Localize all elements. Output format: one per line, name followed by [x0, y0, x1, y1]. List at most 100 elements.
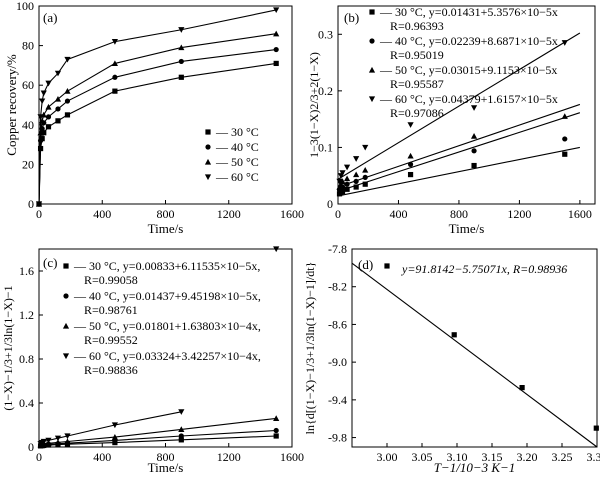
panel-c-point [64, 438, 71, 445]
panel-b-point [471, 162, 477, 169]
panel-b-legend-marker [369, 9, 375, 15]
panel-c-legend-label: — 60 °C, y=0.03324+3.42257×10−4x, [73, 349, 261, 363]
panel-a-point [64, 88, 71, 94]
panel-a-point [64, 56, 71, 63]
panel-d-xtick-label: 3.15 [482, 450, 503, 464]
panel-c-legend-label: R=0.99552 [84, 333, 138, 347]
panel-a-point [45, 103, 52, 110]
panel-d-ytick-label: -8.6 [328, 317, 347, 331]
panel-a-point [178, 74, 184, 80]
panel-c-point [273, 415, 280, 421]
panel-a-series-line [38, 33, 277, 205]
panel-a-legend-label: — 30 °C [215, 125, 259, 139]
panel-a-xtick-label: 1200 [217, 207, 241, 221]
panel-c-legend-label: — 30 °C, y=0.00833+6.11535×10−5x, [73, 259, 260, 273]
panel-b-fit-line [337, 146, 580, 197]
panel-a-legend-label: — 50 °C [215, 155, 259, 169]
panel-a-point [178, 44, 185, 51]
panel-c-point [178, 409, 185, 415]
panel-d-xtick-label: 3.05 [412, 450, 433, 464]
panel-b-point [336, 178, 343, 185]
panel-d: 3.00 3.05 3.10 3.15 3.20 3.25 3.30 -7.8 -8.2 -8.6… [303, 242, 600, 475]
panel-c-ytick-label: 0 [28, 440, 34, 454]
panel-c-legend-marker [62, 322, 70, 329]
panel-c-point [111, 422, 118, 429]
panel-d-fit-line [351, 262, 598, 448]
panel-d-xtick-label: 3.25 [552, 450, 573, 464]
panel-b-label: (b) [344, 10, 359, 25]
panel-b-point [353, 156, 360, 162]
panel-b-legend-label: — 30 °C, y=0.01431+5.3576×10−5x [379, 5, 558, 19]
panel-d-xtick-label: 3.10 [447, 450, 468, 464]
panel-a-ytick-label: 20 [22, 157, 34, 171]
panel-d-label: (d) [358, 257, 373, 272]
panel-b-point [562, 151, 568, 157]
panel-c-frame [38, 248, 293, 448]
panel-c-ytick-label: 1.6 [19, 264, 34, 278]
panel-a-point [55, 106, 61, 112]
panel-a: 0 400 800 1200 1600 0 20 40 60 80 100 (a) Time/s Copp… [4, 0, 304, 236]
panel-d-ylabel: ln{d[(1−X)−1/3+1/3ln(1−X)−1]/dt} [303, 262, 317, 435]
panel-c-point [64, 433, 71, 440]
panel-d-annotation: y=91.8142−5.75071x, R=0.98936 [401, 262, 567, 276]
panel-a-legend-label: — 60 °C [215, 170, 259, 184]
panel-c-point [54, 439, 62, 445]
panel-b-frame [337, 5, 596, 205]
panel-a-ytick-label: 100 [16, 0, 34, 13]
panel-c-xtick-label: 400 [93, 450, 111, 464]
panel-b-legend-label: — 60 °C, y=0.04379+1.6157×10−5x [379, 92, 558, 106]
panel-d-ytick-label: -8.2 [328, 280, 347, 294]
panel-b-fit-line [337, 32, 581, 180]
panel-a-point [40, 90, 47, 97]
panel-a-xtick-label: 800 [157, 207, 175, 221]
panel-b-xtick-label: 400 [389, 207, 407, 221]
panel-b-point [407, 171, 414, 178]
panel-a-point [178, 27, 185, 33]
panel-c-legend-label: — 50 °C, y=0.01801+1.63803×10−4x, [73, 319, 261, 333]
panel-d-xtick-label: 3.20 [517, 450, 538, 464]
panel-a-point [273, 60, 279, 67]
panel-b-xtick-label: 1200 [507, 207, 531, 221]
panel-b-point [339, 170, 346, 176]
panel-a-point [64, 112, 71, 118]
panel-a-label: (a) [43, 10, 57, 25]
panel-c-ytick-label: 0.8 [19, 352, 34, 366]
panel-a-xtick-label: 0 [36, 207, 42, 221]
panel-a-point [37, 114, 44, 120]
panel-b-fit-line [337, 103, 581, 188]
panel-b-point [344, 186, 350, 192]
panel-c-point [178, 433, 184, 439]
panel-c-legend-label: R=0.99058 [84, 273, 138, 287]
panel-b-legend-label: R=0.95587 [390, 77, 444, 91]
panel-a-point [273, 30, 280, 37]
panel-c-legend-label: R=0.98836 [84, 363, 138, 377]
panel-c-ytick-label: 0.4 [19, 396, 34, 410]
panel-b-legend-label: — 50 °C, y=0.03015+9.1153×10−5x [379, 63, 557, 77]
panel-b-point [471, 148, 477, 154]
panel-a-point [41, 130, 47, 136]
panel-a-ytick-label: 40 [22, 118, 34, 132]
panel-b-legend-marker [368, 66, 376, 73]
panel-c-legend-marker [62, 353, 70, 360]
panel-a-point [111, 39, 118, 45]
panel-c-xtick-label: 0 [36, 450, 42, 464]
panel-d-ytick-label: -9.4 [328, 393, 347, 407]
panel-b-ylabel: 1−3(1−X)2/3+2(1−X) [307, 52, 321, 158]
panel-b-point [353, 171, 360, 178]
panel-c-point [40, 438, 47, 445]
panel-a-legend-marker [205, 129, 211, 135]
panel-b-ytick-label: 0 [327, 197, 333, 211]
panel-b-xlabel: Time/s [449, 221, 485, 236]
panel-c-xtick-label: 1200 [217, 450, 241, 464]
panel-a-point [45, 124, 52, 130]
panel-c-legend-label: R=0.98761 [84, 303, 138, 317]
panel-b-point [407, 152, 414, 159]
panel-a-point [45, 114, 52, 120]
panel-a-point [111, 60, 118, 67]
panel-c-point [111, 434, 118, 440]
panel-b-point [362, 144, 369, 151]
panel-a-legend-marker [204, 174, 212, 181]
panel-a-xlabel: Time/s [148, 221, 184, 236]
panel-c-point [45, 437, 52, 444]
